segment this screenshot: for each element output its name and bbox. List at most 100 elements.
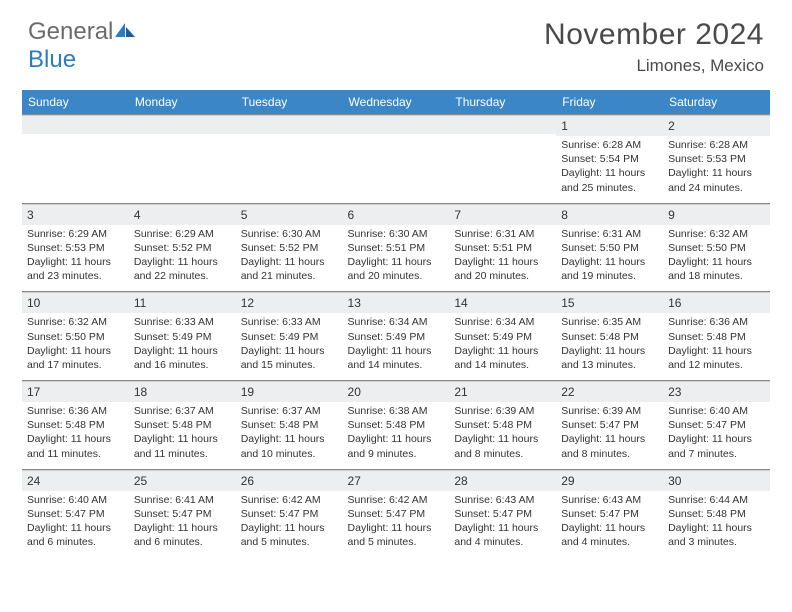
day-header: Monday xyxy=(129,90,236,115)
day-content: Sunrise: 6:38 AMSunset: 5:48 PMDaylight:… xyxy=(343,402,450,469)
sunset-text: Sunset: 5:52 PM xyxy=(134,241,231,255)
calendar-week-row: 10Sunrise: 6:32 AMSunset: 5:50 PMDayligh… xyxy=(22,292,770,381)
day-content: Sunrise: 6:40 AMSunset: 5:47 PMDaylight:… xyxy=(22,491,129,558)
day-number xyxy=(236,115,343,134)
day-content xyxy=(22,134,129,192)
sunrise-text: Sunrise: 6:28 AM xyxy=(668,138,765,152)
month-title: November 2024 xyxy=(544,18,764,52)
calendar-cell: 4Sunrise: 6:29 AMSunset: 5:52 PMDaylight… xyxy=(129,203,236,292)
sunrise-text: Sunrise: 6:33 AM xyxy=(134,315,231,329)
day-number: 21 xyxy=(449,381,556,402)
calendar-cell: 2Sunrise: 6:28 AMSunset: 5:53 PMDaylight… xyxy=(663,115,770,204)
sunset-text: Sunset: 5:49 PM xyxy=(241,330,338,344)
sunset-text: Sunset: 5:47 PM xyxy=(454,507,551,521)
day-content: Sunrise: 6:36 AMSunset: 5:48 PMDaylight:… xyxy=(663,313,770,380)
day-content: Sunrise: 6:31 AMSunset: 5:51 PMDaylight:… xyxy=(449,225,556,292)
day-content xyxy=(343,134,450,192)
day-number: 13 xyxy=(343,292,450,313)
daylight-text: Daylight: 11 hours and 8 minutes. xyxy=(561,432,658,460)
daylight-text: Daylight: 11 hours and 15 minutes. xyxy=(241,344,338,372)
calendar-cell: 7Sunrise: 6:31 AMSunset: 5:51 PMDaylight… xyxy=(449,203,556,292)
daylight-text: Daylight: 11 hours and 4 minutes. xyxy=(561,521,658,549)
day-number: 3 xyxy=(22,204,129,225)
day-content: Sunrise: 6:32 AMSunset: 5:50 PMDaylight:… xyxy=(663,225,770,292)
day-content: Sunrise: 6:30 AMSunset: 5:51 PMDaylight:… xyxy=(343,225,450,292)
calendar-cell: 14Sunrise: 6:34 AMSunset: 5:49 PMDayligh… xyxy=(449,292,556,381)
day-content xyxy=(236,134,343,192)
day-content: Sunrise: 6:29 AMSunset: 5:52 PMDaylight:… xyxy=(129,225,236,292)
sunrise-text: Sunrise: 6:42 AM xyxy=(241,493,338,507)
sunset-text: Sunset: 5:48 PM xyxy=(27,418,124,432)
sunset-text: Sunset: 5:47 PM xyxy=(668,418,765,432)
calendar-cell: 9Sunrise: 6:32 AMSunset: 5:50 PMDaylight… xyxy=(663,203,770,292)
sunset-text: Sunset: 5:49 PM xyxy=(134,330,231,344)
day-number: 27 xyxy=(343,470,450,491)
calendar-cell: 17Sunrise: 6:36 AMSunset: 5:48 PMDayligh… xyxy=(22,381,129,470)
day-content: Sunrise: 6:34 AMSunset: 5:49 PMDaylight:… xyxy=(449,313,556,380)
day-number: 10 xyxy=(22,292,129,313)
calendar-cell xyxy=(129,115,236,204)
sunset-text: Sunset: 5:48 PM xyxy=(241,418,338,432)
sunrise-text: Sunrise: 6:35 AM xyxy=(561,315,658,329)
daylight-text: Daylight: 11 hours and 10 minutes. xyxy=(241,432,338,460)
sunrise-text: Sunrise: 6:38 AM xyxy=(348,404,445,418)
sunset-text: Sunset: 5:49 PM xyxy=(454,330,551,344)
day-number: 15 xyxy=(556,292,663,313)
sunset-text: Sunset: 5:53 PM xyxy=(27,241,124,255)
calendar-cell: 26Sunrise: 6:42 AMSunset: 5:47 PMDayligh… xyxy=(236,469,343,557)
day-header: Sunday xyxy=(22,90,129,115)
sunrise-text: Sunrise: 6:28 AM xyxy=(561,138,658,152)
daylight-text: Daylight: 11 hours and 22 minutes. xyxy=(134,255,231,283)
calendar-week-row: 3 Sunrise: 6:29 AMSunset: 5:53 PM Daylight… xyxy=(22,203,770,292)
day-header: Friday xyxy=(556,90,663,115)
calendar-cell: 25Sunrise: 6:41 AMSunset: 5:47 PMDayligh… xyxy=(129,469,236,557)
sunset-text: Sunset: 5:54 PM xyxy=(561,152,658,166)
daylight-text: Daylight: 11 hours and 16 minutes. xyxy=(134,344,231,372)
daylight-text: Daylight: 11 hours and 20 minutes. xyxy=(454,255,551,283)
day-content xyxy=(129,134,236,192)
day-number: 20 xyxy=(343,381,450,402)
day-number: 1 xyxy=(556,115,663,136)
calendar-cell: 8Sunrise: 6:31 AMSunset: 5:50 PMDaylight… xyxy=(556,203,663,292)
day-number: 26 xyxy=(236,470,343,491)
brand-logo: General Blue xyxy=(28,18,137,74)
daylight-text: Daylight: 11 hours and 6 minutes. xyxy=(27,521,124,549)
day-content: Sunrise: 6:32 AMSunset: 5:50 PMDaylight:… xyxy=(22,313,129,380)
calendar-cell: 12Sunrise: 6:33 AMSunset: 5:49 PMDayligh… xyxy=(236,292,343,381)
sunset-text: Sunset: 5:47 PM xyxy=(561,507,658,521)
sunrise-text: Sunrise: 6:42 AM xyxy=(348,493,445,507)
day-number: 6 xyxy=(343,204,450,225)
day-number xyxy=(343,115,450,134)
sunrise-text: Sunrise: 6:40 AM xyxy=(27,493,124,507)
day-number: 17 xyxy=(22,381,129,402)
day-number: 9 xyxy=(663,204,770,225)
brand-part2: Blue xyxy=(28,46,76,73)
daylight-text: Daylight: 11 hours and 3 minutes. xyxy=(668,521,765,549)
day-number: 11 xyxy=(129,292,236,313)
day-header: Thursday xyxy=(449,90,556,115)
day-content: Sunrise: 6:28 AMSunset: 5:53 PMDaylight:… xyxy=(663,136,770,203)
day-content: Sunrise: 6:35 AMSunset: 5:48 PMDaylight:… xyxy=(556,313,663,380)
day-number: 18 xyxy=(129,381,236,402)
sunset-text: Sunset: 5:49 PM xyxy=(348,330,445,344)
sunrise-text: Sunrise: 6:39 AM xyxy=(561,404,658,418)
day-content: Sunrise: 6:36 AMSunset: 5:48 PMDaylight:… xyxy=(22,402,129,469)
sunrise-text: Sunrise: 6:29 AM xyxy=(27,227,124,241)
calendar-table: Sunday Monday Tuesday Wednesday Thursday… xyxy=(22,90,770,557)
sunrise-text: Sunrise: 6:32 AM xyxy=(668,227,765,241)
day-header: Wednesday xyxy=(343,90,450,115)
calendar-cell: 20Sunrise: 6:38 AMSunset: 5:48 PMDayligh… xyxy=(343,381,450,470)
day-content: Sunrise: 6:33 AMSunset: 5:49 PMDaylight:… xyxy=(236,313,343,380)
sunrise-text: Sunrise: 6:40 AM xyxy=(668,404,765,418)
calendar-cell: 30Sunrise: 6:44 AMSunset: 5:48 PMDayligh… xyxy=(663,469,770,557)
calendar-cell: 18Sunrise: 6:37 AMSunset: 5:48 PMDayligh… xyxy=(129,381,236,470)
daylight-text: Daylight: 11 hours and 21 minutes. xyxy=(241,255,338,283)
daylight-text: Daylight: 11 hours and 5 minutes. xyxy=(241,521,338,549)
calendar-week-row: 17Sunrise: 6:36 AMSunset: 5:48 PMDayligh… xyxy=(22,381,770,470)
sunset-text: Sunset: 5:51 PM xyxy=(348,241,445,255)
calendar-cell: 11 Sunrise: 6:33 AMSunset: 5:49 PMDayligh… xyxy=(129,292,236,381)
day-number: 30 xyxy=(663,470,770,491)
calendar-cell xyxy=(236,115,343,204)
calendar-cell: 15Sunrise: 6:35 AMSunset: 5:48 PMDayligh… xyxy=(556,292,663,381)
sunset-text: Sunset: 5:48 PM xyxy=(561,330,658,344)
